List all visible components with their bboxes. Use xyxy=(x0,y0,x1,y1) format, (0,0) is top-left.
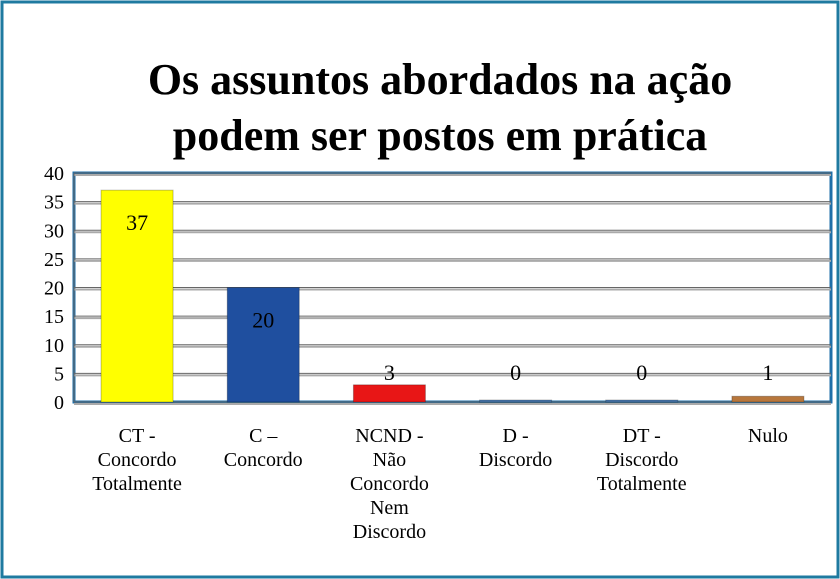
y-tick-label: 35 xyxy=(44,192,64,214)
bar xyxy=(605,399,679,403)
y-tick-label: 30 xyxy=(44,220,64,242)
data-label: 20 xyxy=(252,308,274,333)
chart-title: podem ser postos em prática xyxy=(173,111,707,160)
bar xyxy=(479,399,553,403)
y-tick-label: 25 xyxy=(44,249,64,271)
y-tick-label: 0 xyxy=(54,392,64,414)
data-label: 37 xyxy=(126,210,148,235)
x-tick-label: C – Concordo xyxy=(224,425,303,471)
y-tick-label: 10 xyxy=(44,335,64,357)
x-tick-label: D -Discordo xyxy=(479,425,552,471)
y-tick-label: 5 xyxy=(54,363,64,385)
bar xyxy=(731,395,805,403)
data-label: 3 xyxy=(384,360,395,385)
bar xyxy=(226,287,300,403)
chart-title: Os assuntos abordados na ação xyxy=(148,55,732,104)
data-label: 1 xyxy=(762,360,773,385)
y-tick-label: 40 xyxy=(44,163,64,185)
y-tick-label: 20 xyxy=(44,278,64,300)
x-tick-label: NCND -Não Concordo Nem Discordo xyxy=(350,425,429,543)
x-tick-label: CT -Concordo Totalmente xyxy=(92,425,182,495)
bar xyxy=(100,189,174,403)
x-tick-label: DT -Discordo Totalmente xyxy=(597,425,687,495)
y-tick-label: 15 xyxy=(44,306,64,328)
bar xyxy=(352,384,426,403)
data-label: 0 xyxy=(636,360,647,385)
data-label: 0 xyxy=(510,360,521,385)
x-tick-label: Nulo xyxy=(748,425,788,447)
